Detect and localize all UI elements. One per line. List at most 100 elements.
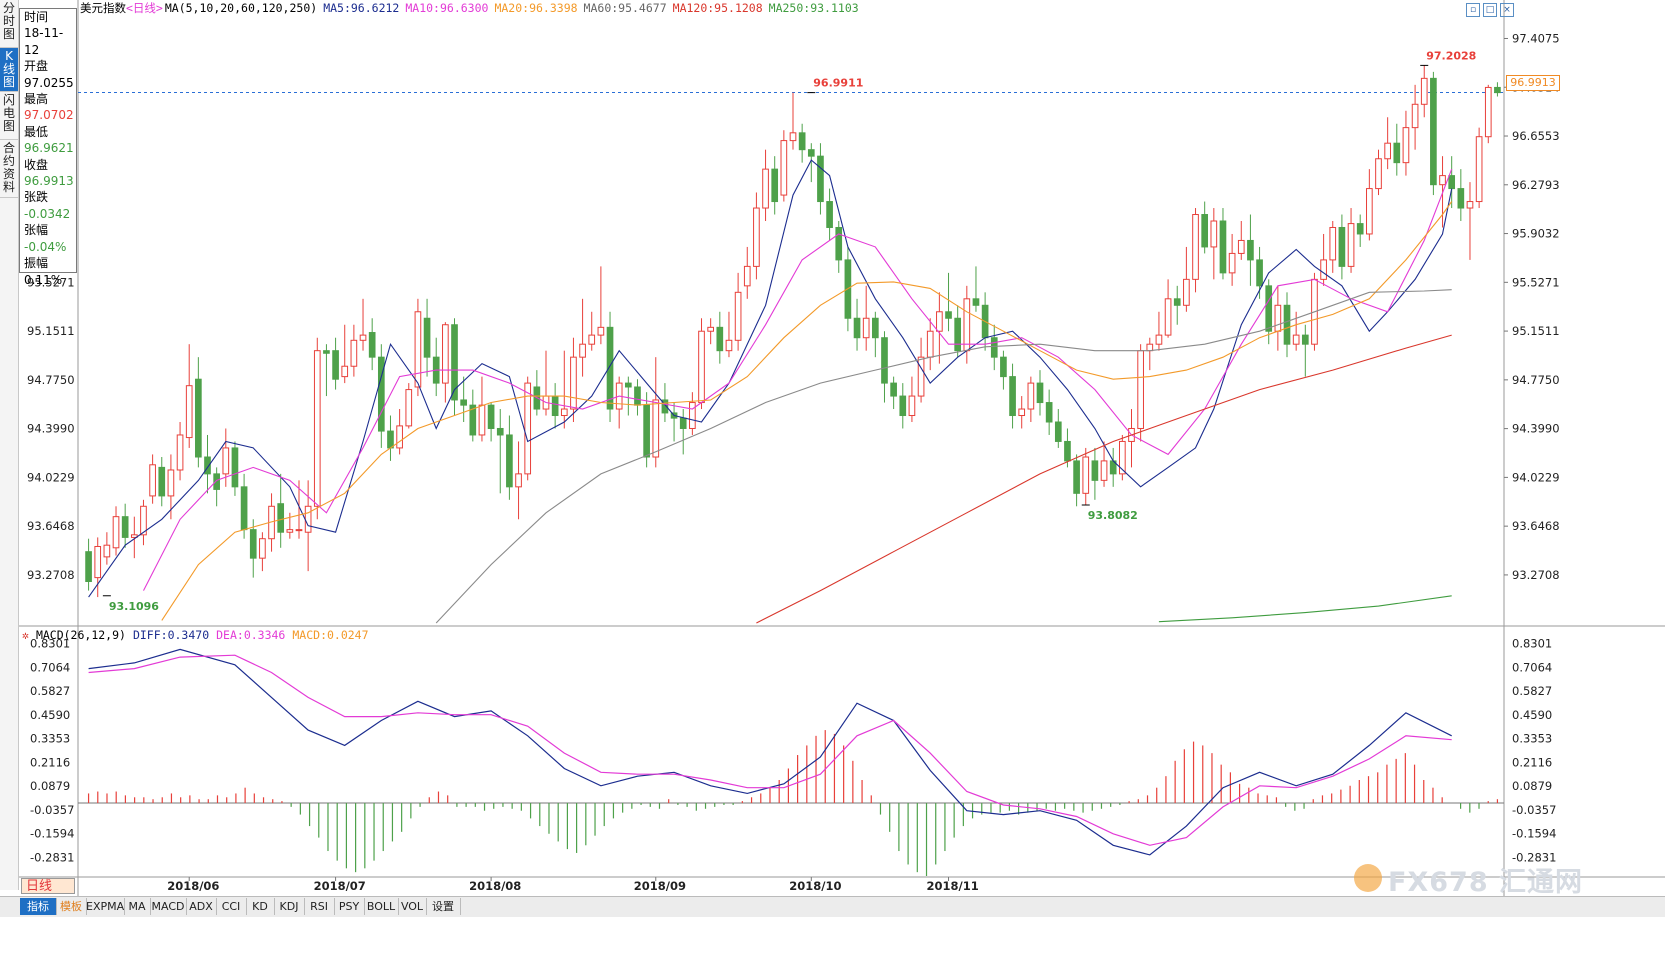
candle-body	[1183, 278, 1190, 306]
indicator-tab-12[interactable]: VOL	[398, 898, 427, 915]
x-month-label: 2018/06	[167, 879, 219, 893]
candle-body	[1338, 226, 1346, 267]
left-tab-0[interactable]: 分时图	[0, 0, 18, 48]
macd-name: MACD(26,12,9)	[35, 628, 126, 642]
fx678-logo-icon	[1354, 864, 1382, 892]
candle-body	[643, 404, 650, 458]
y-tick-label-right: 96.2793	[1512, 178, 1560, 192]
indicator-tab-7[interactable]: KD	[246, 898, 275, 915]
y-tick-label-right: 96.6553	[1512, 129, 1560, 143]
y-tick-label-left: 94.0229	[27, 470, 75, 484]
ma-line-ma250	[1158, 595, 1452, 623]
macd-tick-label-right: 0.7064	[1512, 660, 1552, 674]
maximize-icon[interactable]: □	[1483, 3, 1497, 17]
indicator-tab-9[interactable]: RSI	[304, 898, 335, 915]
indicator-tab-8[interactable]: KDJ	[274, 898, 305, 915]
period-button[interactable]: 日线	[21, 878, 75, 894]
change-label: 张跌	[24, 190, 49, 205]
candle-body	[926, 330, 934, 358]
y-tick-label-right: 95.1511	[1512, 324, 1560, 338]
candle-body	[716, 326, 724, 352]
candle-body	[917, 356, 925, 397]
macd-title-bar: ✲ MACD(26,12,9) DIFF:0.3470 DEA:0.3346 MACD:…	[22, 628, 376, 642]
ma-line-ma20	[161, 201, 1453, 621]
candle-body	[195, 378, 202, 458]
amp-value: 0.11%	[24, 272, 63, 287]
candle-body	[780, 140, 788, 196]
candle-body	[1119, 440, 1126, 475]
period-label[interactable]: <日线>	[126, 1, 163, 15]
y-tick-label-right: 93.2708	[1512, 568, 1560, 582]
left-tab-1[interactable]: K线图	[0, 48, 18, 92]
indicator-tab-2[interactable]: EXPMA	[86, 898, 125, 915]
instrument-name: 美元指数	[80, 1, 126, 15]
open-label: 开盘	[24, 59, 49, 74]
indicator-tab-13[interactable]: 设置	[426, 898, 461, 915]
macd-tick-label-right: -0.0357	[1512, 803, 1556, 817]
candle-body	[323, 350, 330, 354]
indicator-tab-10[interactable]: PSY	[334, 898, 365, 915]
open-value: 97.0255	[24, 75, 74, 90]
candle-body	[1018, 408, 1026, 417]
candle-body	[469, 404, 477, 436]
time-value: 18-11-12	[24, 26, 64, 57]
candle-body	[158, 466, 166, 497]
ma250-value: MA250:93.1103	[768, 1, 859, 15]
candle-body	[890, 382, 897, 397]
candle-body	[762, 168, 769, 209]
candle-body	[496, 427, 504, 436]
x-month-label: 2018/09	[634, 879, 686, 893]
candle-body	[350, 339, 358, 367]
macd-settings-icon[interactable]: ✲	[22, 628, 29, 642]
candle-body	[231, 447, 239, 488]
candle-body	[1301, 334, 1309, 345]
indicator-tab-0[interactable]: 指标	[20, 898, 57, 915]
chart-canvas[interactable]: 97.407597.031496.655396.279395.903295.52…	[0, 0, 1665, 896]
y-tick-label-left: 95.5271	[27, 275, 75, 289]
macd-tick-label-left: 0.8301	[30, 637, 70, 651]
candle-body	[1155, 334, 1163, 345]
annotation-label: 93.1096	[109, 600, 159, 613]
candle-body	[487, 404, 495, 429]
candle-body	[1073, 460, 1080, 494]
candle-body	[240, 486, 248, 531]
candle-body	[167, 469, 175, 497]
candle-body	[624, 382, 632, 388]
y-tick-label-left: 94.3990	[27, 422, 75, 436]
candle-body	[1393, 142, 1401, 164]
candle-body	[213, 473, 220, 490]
candle-body	[332, 350, 339, 380]
high-value: 97.0702	[24, 108, 74, 123]
candle-body	[1402, 127, 1410, 164]
ma10-value: MA10:96.6300	[405, 1, 489, 15]
indicator-tab-3[interactable]: MA	[124, 898, 151, 915]
indicator-tab-bar: 指标 模板 EXPMA MA MACD ADX CCI KD KDJ RSI PSY BOLL VOL 设…	[0, 896, 1665, 917]
macd-tick-label-right: -0.2831	[1512, 850, 1556, 864]
macd-tick-label-right: 0.3353	[1512, 732, 1552, 746]
candle-body	[1420, 77, 1428, 105]
candle-body	[579, 343, 586, 358]
watermark: FX678 汇通网	[1388, 867, 1584, 898]
x-month-label: 2018/07	[314, 879, 366, 893]
candle-body	[277, 503, 285, 533]
macd-value: MACD:0.0247	[292, 628, 369, 642]
indicator-tab-4[interactable]: MACD	[150, 898, 187, 915]
candle-body	[1484, 86, 1492, 138]
left-tab-3[interactable]: 合约资料	[0, 140, 18, 198]
candle-body	[121, 516, 129, 538]
restore-icon[interactable]: ▫	[1466, 3, 1480, 17]
y-tick-label-right: 94.7750	[1512, 373, 1560, 387]
candle-body	[634, 386, 641, 406]
indicator-tab-11[interactable]: BOLL	[364, 898, 399, 915]
low-label: 最低	[24, 124, 49, 139]
candle-body	[835, 226, 843, 261]
candle-body	[1173, 298, 1181, 306]
indicator-tab-1[interactable]: 模板	[56, 898, 87, 915]
candle-body	[1411, 103, 1419, 129]
left-tab-2[interactable]: 闪电图	[0, 92, 18, 140]
close-icon[interactable]: ×	[1500, 3, 1514, 17]
indicator-tab-6[interactable]: CCI	[216, 898, 247, 915]
indicator-tab-5[interactable]: ADX	[186, 898, 217, 915]
candle-body	[295, 529, 303, 532]
amp-label: 振幅	[24, 256, 49, 271]
